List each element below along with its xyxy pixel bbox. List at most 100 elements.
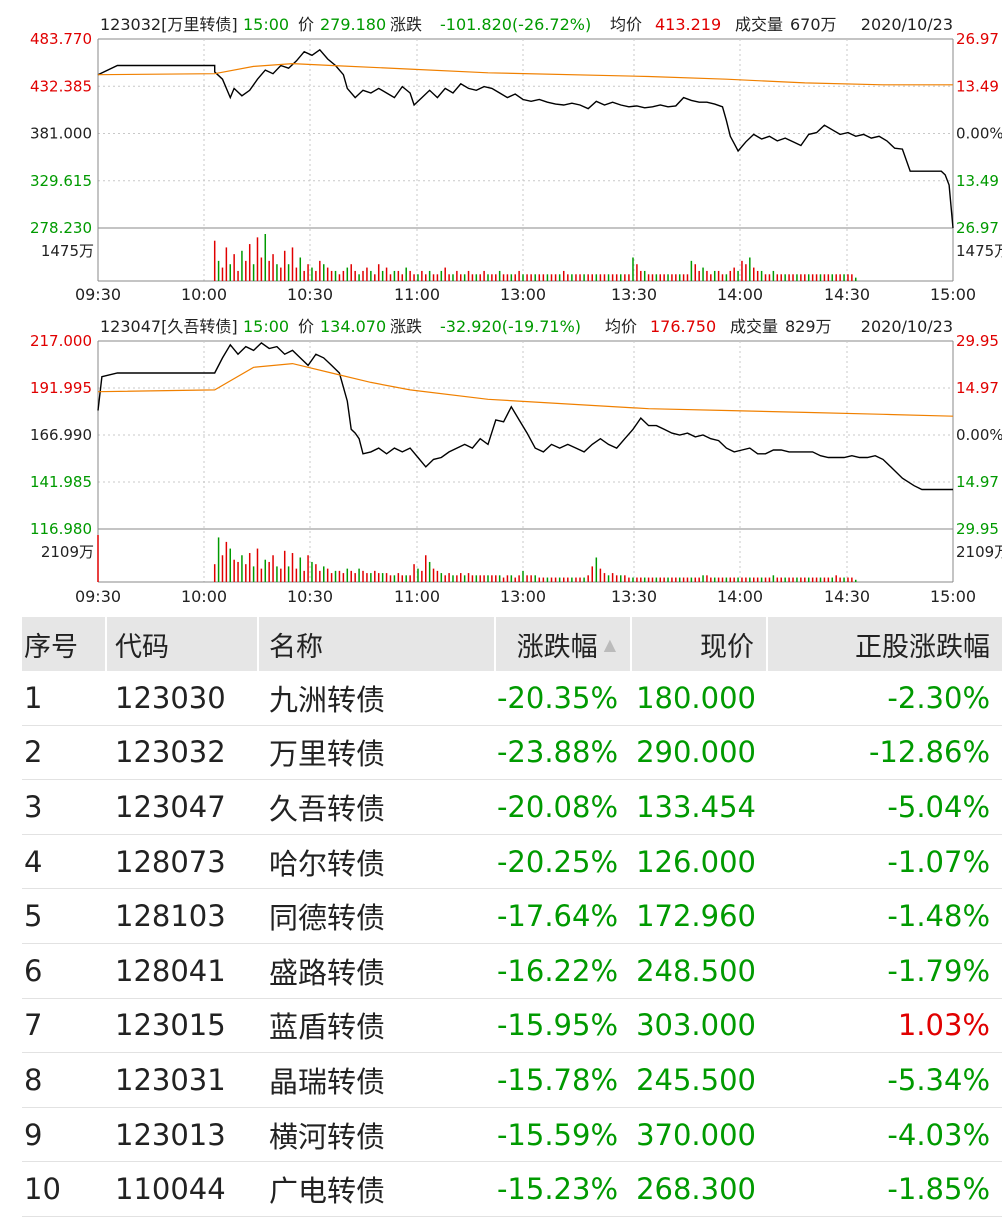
chart0-y-right-tick: 13.49 xyxy=(956,77,999,95)
chart1-y-right-tick: 14.97 xyxy=(956,473,999,491)
chart0-vol-max-label: 1475万 xyxy=(41,242,94,260)
row-code: 123013 xyxy=(115,1117,226,1152)
row-name: 蓝盾转债 xyxy=(269,1010,386,1045)
chart1-date: 2020/10/23 xyxy=(861,317,953,336)
row-stock-change: -1.07% xyxy=(887,844,990,879)
header-name[interactable]: 名称 xyxy=(259,617,496,671)
table-row[interactable]: 10 110044 广电转债 -15.23% 268.300 -1.85% xyxy=(22,1162,1002,1217)
table-row[interactable]: 1 123030 九洲转债 -20.35% 180.000 -2.30% xyxy=(22,671,1002,726)
row-code: 123031 xyxy=(115,1062,226,1097)
row-no: 1 xyxy=(24,680,43,715)
table-row[interactable]: 3 123047 久吾转债 -20.08% 133.454 -5.04% xyxy=(22,780,1002,835)
chart1-vol-max-label: 2109万 xyxy=(41,543,94,561)
row-code: 128041 xyxy=(115,953,226,988)
header-code[interactable]: 代码 xyxy=(107,617,259,671)
row-name: 晶瑞转债 xyxy=(269,1064,386,1099)
chart1-price-label: 价 xyxy=(298,317,314,336)
row-change: -20.08% xyxy=(496,789,618,824)
header-change-label: 涨跌幅 xyxy=(516,631,598,663)
row-price: 180.000 xyxy=(636,680,756,715)
table-row[interactable]: 6 128041 盛路转债 -16.22% 248.500 -1.79% xyxy=(22,944,1002,999)
chart1-y-tick: 166.990 xyxy=(30,426,92,444)
row-code: 128073 xyxy=(115,844,226,879)
table-row[interactable]: 4 128073 哈尔转债 -20.25% 126.000 -1.07% xyxy=(22,835,1002,890)
table-row[interactable]: 5 128103 同德转债 -17.64% 172.960 -1.48% xyxy=(22,889,1002,944)
row-code: 123030 xyxy=(115,680,226,715)
chart0-y-tick: 483.770 xyxy=(30,30,92,48)
chart1-x-tick: 10:00 xyxy=(181,587,227,606)
row-code: 123047 xyxy=(115,789,226,824)
chart0-x-tick: 13:30 xyxy=(611,285,657,304)
chart1-x-tick: 09:30 xyxy=(75,587,121,606)
chart1-y-tick: 116.980 xyxy=(30,520,92,538)
row-no: 10 xyxy=(24,1172,61,1207)
header-price[interactable]: 现价 xyxy=(632,617,768,671)
chart0-x-tick: 10:30 xyxy=(287,285,333,304)
row-code: 123032 xyxy=(115,735,226,770)
row-no: 5 xyxy=(24,899,43,934)
chart0-x-tick: 13:00 xyxy=(500,285,546,304)
row-no: 9 xyxy=(24,1117,43,1152)
chart1-code-name: 123047[久吾转债] xyxy=(100,317,238,336)
row-price: 290.000 xyxy=(636,735,756,770)
row-stock-change: -5.04% xyxy=(887,789,990,824)
row-change: -17.64% xyxy=(496,899,618,934)
row-price: 268.300 xyxy=(636,1172,756,1207)
row-name: 哈尔转债 xyxy=(269,846,386,881)
row-no: 3 xyxy=(24,789,43,824)
chart1-y-right-tick: 0.00% xyxy=(956,426,1002,444)
row-stock-change: -12.86% xyxy=(868,735,990,770)
chart1-y-tick: 141.985 xyxy=(30,473,92,491)
row-change: -15.78% xyxy=(496,1062,618,1097)
table-row[interactable]: 8 123031 晶瑞转债 -15.78% 245.500 -5.34% xyxy=(22,1053,1002,1108)
row-change: -20.25% xyxy=(496,844,618,879)
table-row[interactable]: 2 123032 万里转债 -23.88% 290.000 -12.86% xyxy=(22,726,1002,781)
chart0-y-tick: 329.615 xyxy=(30,172,92,190)
chart0-volume-bars xyxy=(213,234,857,281)
chart0-x-tick: 14:00 xyxy=(717,285,763,304)
row-name: 横河转债 xyxy=(269,1119,386,1154)
header-no[interactable]: 序号 xyxy=(22,617,107,671)
chart0-code-name: 123032[万里转债] xyxy=(100,15,238,34)
chart1-y-tick: 217.000 xyxy=(30,332,92,350)
row-stock-change: -1.48% xyxy=(887,899,990,934)
chart0-vol-label: 成交量 xyxy=(735,15,783,34)
chart0-change-label: 涨跌 xyxy=(390,15,422,34)
row-no: 8 xyxy=(24,1062,43,1097)
row-name: 盛路转债 xyxy=(269,955,386,990)
table-row[interactable]: 7 123015 蓝盾转债 -15.95% 303.000 1.03% xyxy=(22,999,1002,1054)
chart1-y-right-tick: 14.97 xyxy=(956,379,999,397)
sort-up-icon[interactable]: ▲ xyxy=(603,634,616,654)
row-change: -20.35% xyxy=(496,680,618,715)
chart1-vol-label: 成交量 xyxy=(730,317,778,336)
table-body: 1 123030 九洲转债 -20.35% 180.000 -2.30% 2 123032 万里… xyxy=(22,671,1002,1217)
row-name: 久吾转债 xyxy=(269,791,386,826)
row-price: 248.500 xyxy=(636,953,756,988)
chart0-x-tick: 11:00 xyxy=(394,285,440,304)
header-stock-change[interactable]: 正股涨跌幅 xyxy=(855,631,990,663)
chart1-avg-price-line xyxy=(97,362,954,417)
chart1-avg-label: 均价 xyxy=(605,317,637,336)
row-change: -15.23% xyxy=(496,1172,618,1207)
row-no: 2 xyxy=(24,735,43,770)
chart1-vol: 829万 xyxy=(785,317,832,336)
row-code: 123015 xyxy=(115,1008,226,1043)
intraday-charts: 123032[万里转债] 15:00 价 279.180 涨跌 -101.820(-26.… xyxy=(30,15,1002,606)
row-code: 110044 xyxy=(115,1172,226,1207)
chart1-avg: 176.750 xyxy=(650,317,716,336)
row-stock-change: 1.03% xyxy=(897,1008,990,1043)
chart0-y-right-tick: 0.00% xyxy=(956,125,1002,143)
chart0-change: -101.820(-26.72%) xyxy=(440,15,591,34)
row-no: 4 xyxy=(24,844,43,879)
chart0-x-tick: 10:00 xyxy=(181,285,227,304)
chart1-price: 134.070 xyxy=(320,317,386,336)
row-price: 245.500 xyxy=(636,1062,756,1097)
row-change: -15.59% xyxy=(496,1117,618,1152)
row-stock-change: -1.85% xyxy=(887,1172,990,1207)
header-change[interactable]: 涨跌幅 ▲ xyxy=(496,617,632,671)
row-name: 九洲转债 xyxy=(269,682,386,717)
table-row[interactable]: 9 123013 横河转债 -15.59% 370.000 -4.03% xyxy=(22,1108,1002,1163)
chart0-x-tick: 15:00 xyxy=(930,285,976,304)
row-price: 370.000 xyxy=(636,1117,756,1152)
row-stock-change: -4.03% xyxy=(887,1117,990,1152)
